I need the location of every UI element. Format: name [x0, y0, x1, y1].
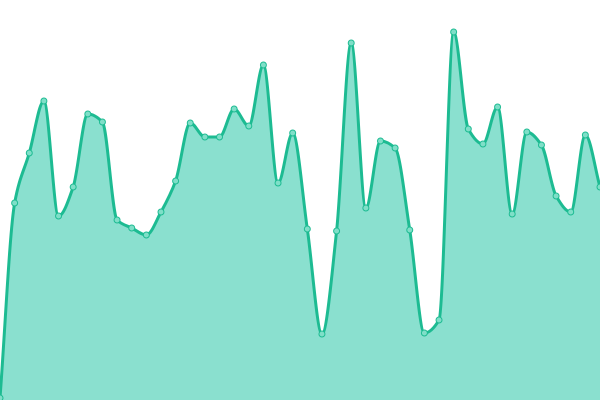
- data-point-1: [11, 199, 19, 207]
- data-point-30: [435, 316, 443, 324]
- data-point-15: [216, 133, 224, 141]
- data-point-29: [420, 329, 428, 337]
- data-point-11: [157, 208, 165, 216]
- data-point-25: [362, 204, 370, 212]
- data-point-27: [391, 144, 399, 152]
- data-point-19: [274, 179, 282, 187]
- data-point-40: [581, 131, 589, 139]
- data-point-10: [142, 231, 150, 239]
- data-point-31: [450, 28, 458, 36]
- data-point-4: [55, 212, 63, 220]
- data-point-18: [259, 61, 267, 69]
- data-point-14: [201, 133, 209, 141]
- data-point-34: [494, 103, 502, 111]
- data-point-6: [84, 110, 92, 118]
- data-point-21: [303, 225, 311, 233]
- data-point-3: [40, 97, 48, 105]
- data-point-20: [289, 129, 297, 137]
- data-point-39: [567, 208, 575, 216]
- data-point-8: [113, 216, 121, 224]
- data-point-24: [347, 39, 355, 47]
- data-point-5: [69, 183, 77, 191]
- data-point-23: [333, 227, 341, 235]
- data-point-37: [537, 141, 545, 149]
- data-point-22: [318, 330, 326, 338]
- data-point-9: [128, 224, 136, 232]
- area-fill: [0, 32, 600, 400]
- data-point-17: [245, 122, 253, 130]
- data-point-38: [552, 192, 560, 200]
- data-point-36: [523, 128, 531, 136]
- data-point-33: [479, 140, 487, 148]
- data-point-32: [464, 125, 472, 133]
- data-points: [0, 28, 600, 400]
- data-point-28: [406, 226, 414, 234]
- data-point-41: [596, 183, 600, 191]
- data-point-35: [508, 210, 516, 218]
- data-point-0: [0, 394, 4, 400]
- data-point-13: [186, 119, 194, 127]
- data-point-12: [172, 177, 180, 185]
- data-point-26: [376, 137, 384, 145]
- data-point-16: [230, 105, 238, 113]
- data-point-2: [25, 149, 33, 157]
- data-point-7: [98, 118, 106, 126]
